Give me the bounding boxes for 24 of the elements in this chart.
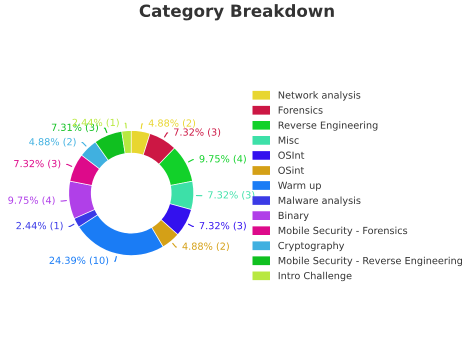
data-label: 7.32% (3): [200, 222, 246, 230]
legend-label: OSint: [278, 166, 304, 174]
legend-label: Forensics: [278, 106, 323, 114]
data-label: 24.39% (10): [50, 256, 108, 266]
data-label: 9.75% (4): [8, 196, 55, 206]
legend-label: Malware analysis: [278, 196, 360, 206]
data-label: 9.75% (4): [200, 154, 246, 164]
data-label: 2.44% (1): [16, 222, 63, 230]
legend-label: Reverse Engineering: [278, 121, 378, 131]
data-label: 4.88% (2): [29, 138, 76, 147]
data-label: 4.88% (2): [182, 242, 229, 252]
legend-label: OSInt: [278, 152, 304, 159]
data-label: 7.32% (3): [14, 160, 60, 168]
legend-label: Network analysis: [278, 91, 360, 101]
legend-label: Mobile Security - Reverse Engineering: [278, 256, 462, 266]
data-label: 7.32% (3): [174, 128, 220, 137]
legend-label: Misc: [278, 136, 299, 144]
legend-label: Cryptography: [278, 242, 344, 252]
legend-label: Intro Challenge: [278, 272, 352, 282]
legend-label: Warm up: [278, 182, 321, 191]
legend-label: Mobile Security - Forensics: [278, 226, 408, 236]
legend-label: Binary: [278, 212, 309, 221]
data-label: 4.88% (2): [148, 119, 196, 128]
chart-title: Category Breakdown: [140, 4, 334, 20]
